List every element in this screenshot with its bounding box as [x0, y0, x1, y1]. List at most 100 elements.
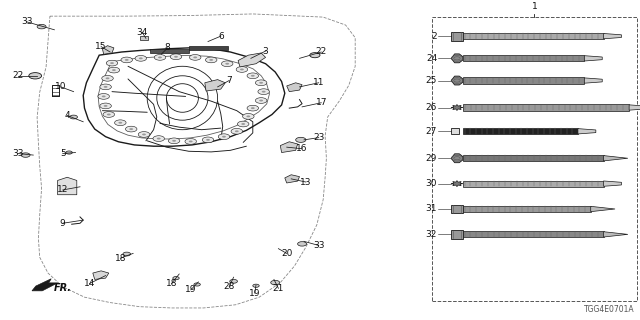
Text: 18: 18 [115, 254, 126, 263]
Bar [432, 17, 637, 301]
Bar [189, 46, 228, 50]
Text: 27: 27 [426, 127, 437, 136]
Polygon shape [604, 34, 621, 39]
Bar [463, 104, 629, 111]
Circle shape [271, 280, 280, 285]
Circle shape [251, 107, 255, 109]
Bar [463, 77, 584, 84]
Polygon shape [578, 129, 596, 134]
Bar [463, 55, 584, 61]
Text: 6: 6 [218, 32, 223, 41]
Text: 22: 22 [12, 71, 24, 80]
Circle shape [241, 123, 245, 125]
Circle shape [209, 59, 213, 61]
Circle shape [66, 151, 72, 154]
Circle shape [173, 276, 179, 280]
Bar [463, 155, 604, 161]
Text: 19: 19 [185, 285, 196, 294]
Circle shape [104, 86, 108, 88]
Circle shape [235, 130, 239, 132]
Text: 24: 24 [426, 54, 437, 63]
Polygon shape [584, 78, 602, 83]
Circle shape [142, 133, 146, 135]
Circle shape [123, 252, 131, 256]
Text: 4: 4 [65, 111, 70, 120]
Polygon shape [604, 232, 628, 237]
Polygon shape [285, 175, 300, 183]
Circle shape [222, 136, 226, 138]
Circle shape [135, 55, 147, 61]
Text: 30: 30 [426, 179, 437, 188]
Circle shape [106, 60, 118, 66]
Polygon shape [287, 83, 302, 92]
Circle shape [237, 121, 249, 127]
Circle shape [100, 103, 111, 109]
Polygon shape [451, 154, 463, 163]
Circle shape [262, 91, 266, 92]
Text: 9: 9 [60, 219, 65, 228]
Text: 15: 15 [95, 42, 107, 51]
Circle shape [251, 75, 255, 77]
Circle shape [255, 80, 267, 86]
Bar [140, 36, 148, 40]
Circle shape [255, 98, 267, 103]
Bar [451, 204, 463, 213]
Text: 12: 12 [57, 186, 68, 195]
Text: 28: 28 [223, 282, 235, 291]
Bar [451, 128, 460, 134]
Circle shape [218, 134, 230, 140]
Circle shape [29, 73, 42, 79]
Bar [463, 128, 578, 134]
Polygon shape [451, 76, 463, 85]
Circle shape [138, 132, 150, 137]
Circle shape [121, 57, 132, 63]
Text: FR.: FR. [54, 283, 72, 293]
Text: 25: 25 [426, 76, 437, 85]
Circle shape [259, 82, 263, 84]
Polygon shape [629, 105, 640, 110]
Polygon shape [591, 206, 615, 212]
Circle shape [100, 84, 111, 90]
Polygon shape [584, 56, 602, 61]
Text: 16: 16 [296, 144, 308, 153]
Circle shape [194, 283, 200, 286]
Text: 33: 33 [12, 149, 24, 158]
Text: 23: 23 [313, 133, 324, 142]
Bar [451, 230, 463, 239]
Polygon shape [604, 156, 628, 161]
Circle shape [102, 95, 106, 97]
Circle shape [243, 114, 254, 119]
Circle shape [259, 100, 263, 101]
Polygon shape [102, 46, 114, 54]
Circle shape [21, 153, 30, 157]
Bar [463, 180, 604, 187]
Polygon shape [451, 181, 463, 187]
Polygon shape [451, 54, 463, 63]
Text: 33: 33 [21, 17, 33, 26]
Circle shape [202, 137, 214, 143]
Text: 8: 8 [165, 44, 170, 52]
Circle shape [310, 52, 320, 58]
Text: 14: 14 [84, 279, 95, 288]
Text: 19: 19 [249, 289, 260, 298]
Circle shape [231, 128, 243, 134]
Circle shape [247, 73, 259, 79]
Text: 32: 32 [426, 230, 437, 239]
Circle shape [104, 105, 108, 107]
Circle shape [258, 89, 269, 94]
Polygon shape [58, 177, 77, 195]
Circle shape [98, 93, 109, 99]
Circle shape [139, 57, 143, 59]
Text: 20: 20 [281, 249, 292, 258]
Text: TGG4E0701A: TGG4E0701A [584, 305, 635, 314]
Polygon shape [32, 279, 58, 291]
Circle shape [125, 59, 129, 61]
Circle shape [153, 136, 164, 141]
Text: 10: 10 [55, 82, 67, 92]
Circle shape [129, 128, 133, 130]
Bar [463, 206, 591, 212]
Text: 22: 22 [316, 47, 327, 57]
Circle shape [205, 57, 217, 63]
Circle shape [103, 112, 115, 117]
Circle shape [112, 69, 116, 71]
